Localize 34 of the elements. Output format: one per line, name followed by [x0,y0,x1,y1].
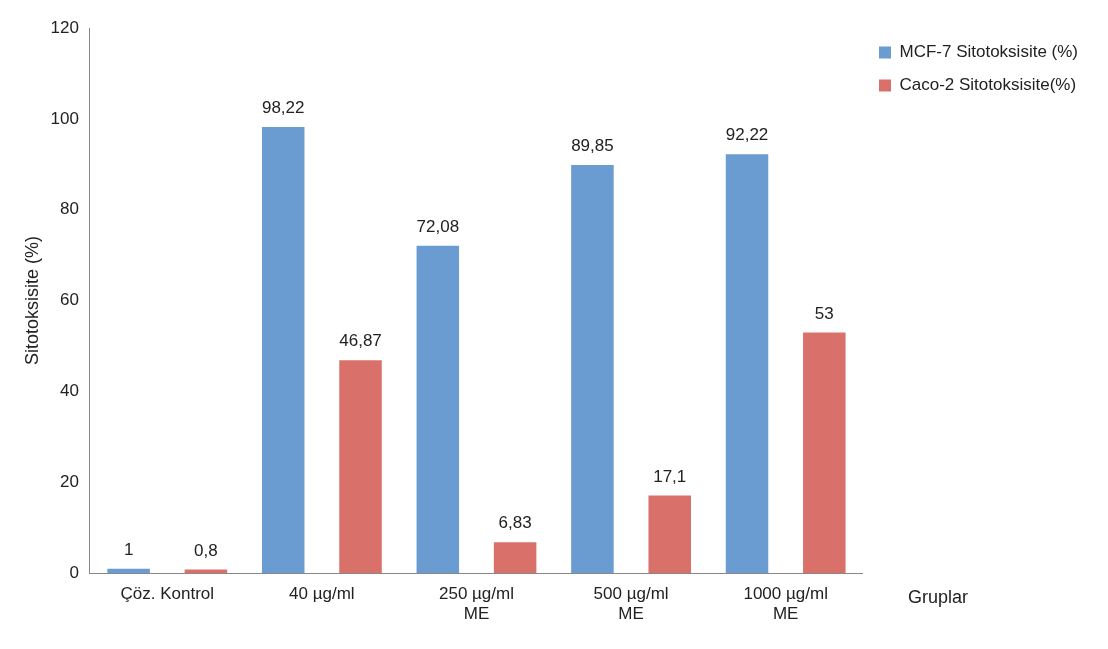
y-tick-label: 120 [50,17,79,37]
bar [416,245,460,574]
y-tick-label: 60 [60,290,79,310]
y-tick-label: 100 [50,108,79,128]
y-tick-label: 20 [60,472,79,492]
data-label: 98,22 [261,98,305,118]
bar [648,495,691,574]
y-tick-label: 0 [69,562,79,582]
data-label: 72,08 [416,216,460,236]
data-label: 89,85 [571,136,614,156]
x-tick-label: 1000 µg/ml ME [743,584,828,624]
legend-label: MCF-7 Sitotoksisite (%) [899,42,1079,62]
bar [803,332,846,574]
data-label: 17,1 [653,466,687,486]
data-label: 1 [123,539,134,559]
x-tick-label: Çöz. Kontrol [120,584,215,604]
y-axis-title: Sitotoksisite (%) [21,236,42,366]
bar [725,154,769,574]
data-label: 46,87 [339,331,382,351]
legend-label: Caco-2 Sitotoksisite(%) [899,75,1077,95]
bar [571,164,614,574]
x-tick-label: 40 µg/ml [289,584,355,604]
x-tick-label: 500 µg/ml ME [593,584,669,624]
bar [493,542,537,574]
y-tick-label: 80 [60,199,79,219]
x-axis-title: Gruplar [907,587,969,608]
data-label: 53 [814,303,834,323]
x-tick-label: 250 µg/ml ME [438,584,514,624]
data-label: 6,83 [498,513,532,533]
bar [261,126,305,574]
bar [339,360,382,574]
data-label: 92,22 [725,125,769,145]
y-tick-label: 40 [60,381,79,401]
data-label: 0,8 [194,540,218,560]
